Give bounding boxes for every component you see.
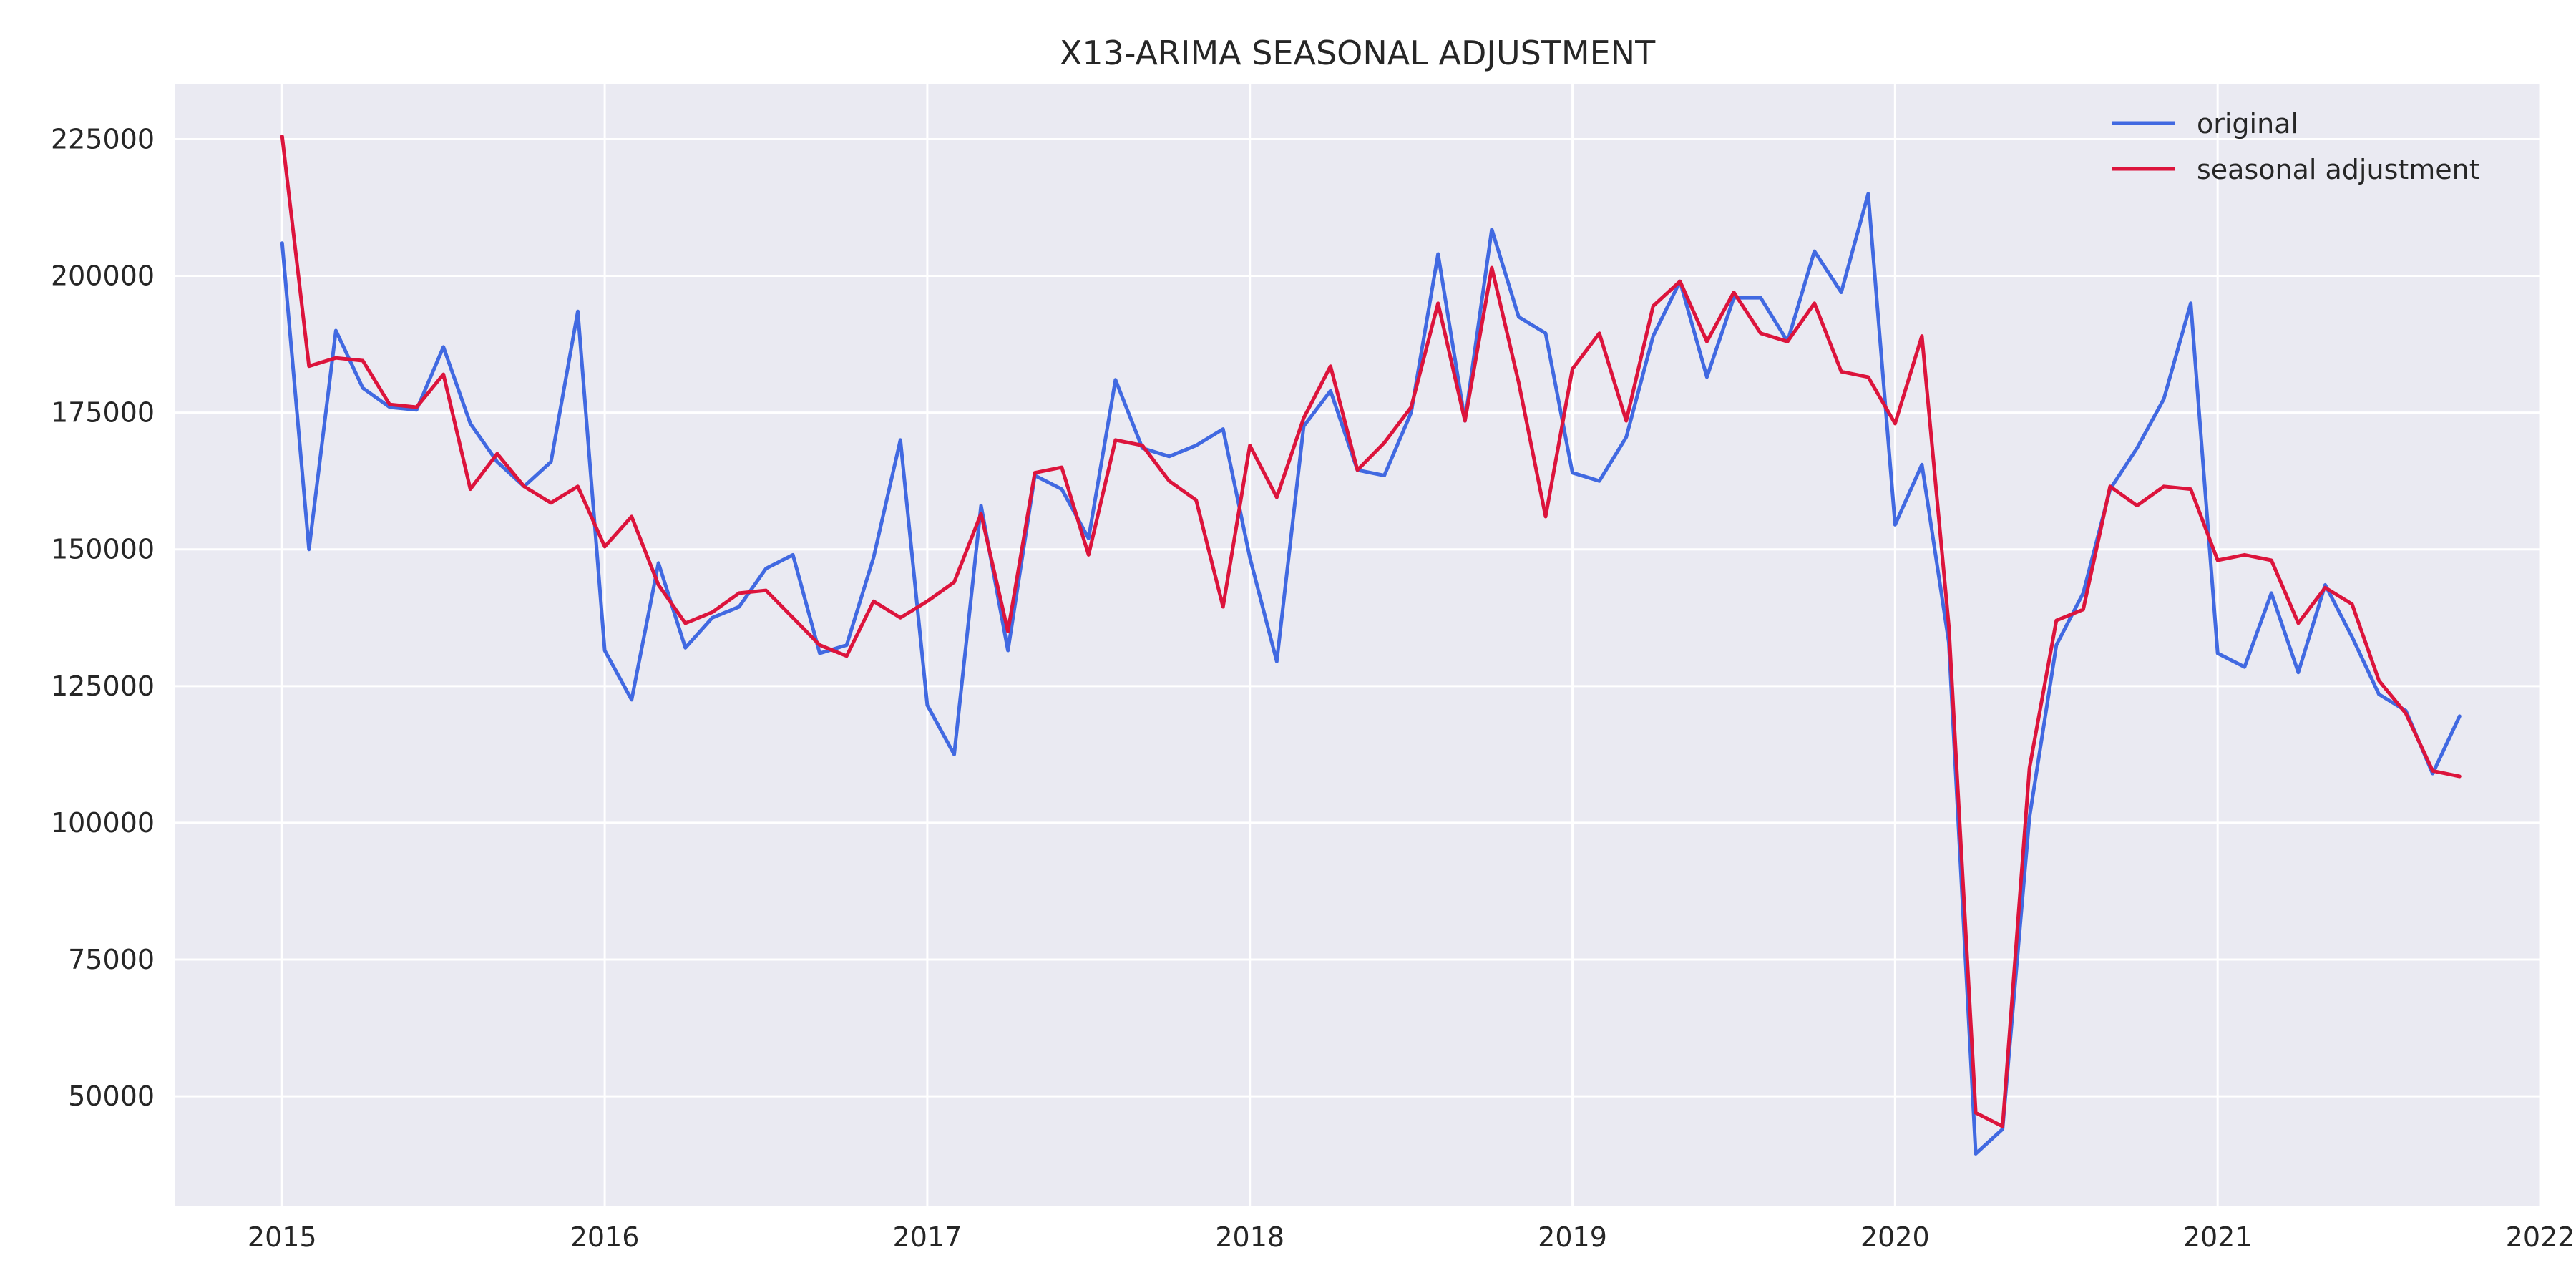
x-tick-label: 2015: [248, 1221, 317, 1253]
y-tick-label: 75000: [68, 944, 155, 975]
x-tick-label: 2020: [1860, 1221, 1930, 1253]
y-tick-label: 175000: [51, 397, 155, 429]
legend: original seasonal adjustment: [2112, 108, 2480, 185]
y-tick-label: 125000: [51, 670, 155, 702]
seasonal-adjustment-series-line: [280, 135, 2462, 1128]
x-gridlines: [280, 84, 2542, 1206]
y-axis-ticks: 50000 75000 100000 125000 150000 175000 200000…: [51, 123, 155, 1112]
y-tick-label: 225000: [51, 123, 155, 155]
legend-label-seasonal-adjustment: seasonal adjustment: [2197, 154, 2480, 185]
plot-background: [175, 84, 2540, 1206]
x-tick-label: 2018: [1215, 1221, 1284, 1253]
x-tick-label: 2019: [1538, 1221, 1607, 1253]
y-tick-label: 200000: [51, 260, 155, 292]
y-tick-label: 50000: [68, 1080, 155, 1112]
x-tick-label: 2022: [2506, 1221, 2575, 1253]
y-gridlines: [175, 137, 2540, 1098]
chart-title: X13-ARIMA SEASONAL ADJUSTMENT: [1060, 34, 1656, 72]
x-tick-label: 2021: [2183, 1221, 2253, 1253]
series-lines: [280, 135, 2462, 1156]
legend-label-original: original: [2197, 108, 2298, 140]
x-tick-label: 2016: [570, 1221, 640, 1253]
x-axis-ticks: 2015 2016 2017 2018 2019 2020 2021 2022: [248, 1221, 2575, 1253]
x-tick-label: 2017: [893, 1221, 962, 1253]
y-tick-label: 100000: [51, 807, 155, 839]
y-tick-label: 150000: [51, 534, 155, 565]
